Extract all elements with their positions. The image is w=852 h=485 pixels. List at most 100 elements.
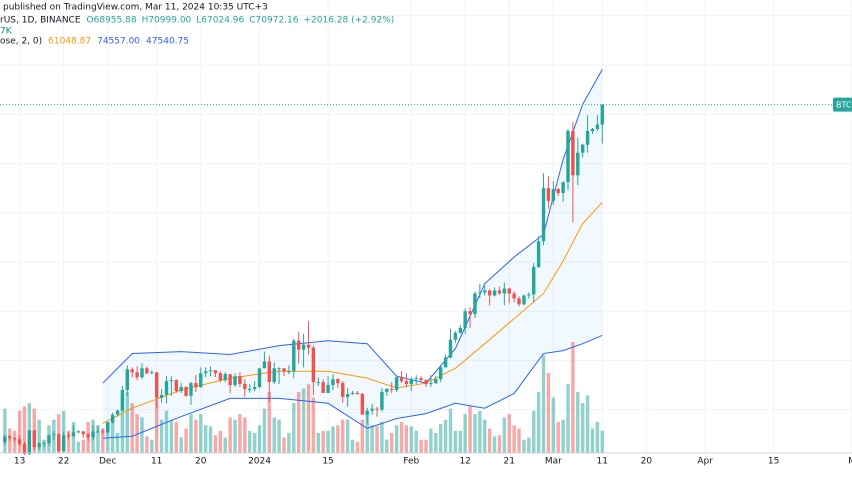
volume-bar — [125, 391, 130, 453]
candle-body — [287, 371, 291, 373]
candle-body — [52, 434, 56, 436]
volume-bar — [228, 417, 232, 453]
volume-bar — [27, 403, 32, 453]
volume-bar — [203, 425, 208, 453]
volume-bar — [404, 425, 409, 453]
candle-body — [556, 189, 560, 194]
volume-bar — [164, 410, 169, 453]
candle-body — [483, 290, 487, 293]
volume-bar — [316, 433, 320, 453]
candle-body — [385, 388, 389, 392]
candle-body — [473, 293, 477, 315]
indicator-value: 74557.00 — [97, 37, 140, 47]
candle-body — [561, 182, 565, 194]
candle-body — [576, 152, 580, 176]
candle-body — [487, 290, 492, 296]
candle-body — [585, 130, 590, 145]
x-tick-label: 11 — [597, 457, 608, 467]
x-tick-label: M — [848, 457, 852, 467]
candle-body — [551, 189, 556, 201]
x-tick-label: Dec — [99, 457, 116, 467]
candle-body — [566, 130, 570, 183]
candle-body — [22, 444, 27, 454]
volume-bar — [409, 426, 414, 453]
volume-bar — [443, 419, 448, 453]
candle-body — [419, 378, 423, 381]
volume-bar — [468, 406, 472, 453]
candle-body — [443, 357, 448, 368]
price-label-box — [833, 97, 852, 112]
candle-body — [150, 372, 154, 374]
candle-body — [453, 332, 458, 340]
volume-bar — [208, 426, 213, 453]
x-tick-label: Apr — [697, 457, 713, 467]
volume-bar — [551, 397, 556, 453]
ohlc-value: O68955.88 — [87, 16, 137, 26]
volume-bar — [380, 421, 384, 453]
volume-bar — [517, 428, 521, 453]
volume-bar — [424, 439, 428, 453]
volume-bar — [580, 403, 585, 453]
candle-body — [262, 361, 267, 369]
candle-body — [8, 436, 12, 439]
volume-bar — [81, 439, 85, 453]
candle-body — [189, 383, 193, 396]
volume-bar — [399, 421, 404, 453]
candle-body — [600, 104, 604, 125]
candle-body — [238, 376, 242, 385]
candle-body — [164, 381, 169, 395]
volume-bar — [390, 433, 394, 453]
x-tick-label: 15 — [768, 457, 779, 467]
candle-body — [380, 391, 384, 410]
candle-body — [301, 344, 306, 350]
x-tick-label: 20 — [195, 457, 207, 467]
candle-body — [390, 388, 394, 390]
indicator-label: ose, 2, 0) — [0, 37, 42, 47]
price-label: BTCUSD — [836, 101, 852, 110]
volume-bar — [507, 414, 511, 453]
volume-bar — [341, 419, 345, 453]
candle-body — [468, 311, 472, 315]
candle-body — [208, 370, 213, 372]
volume-bar — [483, 419, 487, 453]
volume-bar — [522, 439, 526, 453]
candle-body — [394, 377, 399, 390]
x-tick-label: 2024 — [248, 457, 271, 467]
x-tick-label: 11 — [151, 457, 162, 467]
candle-body — [424, 380, 428, 385]
candle-body — [375, 408, 379, 410]
volume-bar — [546, 373, 551, 453]
volume-bar — [434, 433, 438, 453]
candle-body — [76, 431, 81, 433]
candle-body — [336, 379, 340, 384]
volume-bar — [159, 419, 164, 453]
volume-bar — [566, 384, 570, 453]
candle-body — [522, 295, 526, 305]
candle-body — [536, 241, 541, 267]
volume-bar — [169, 419, 174, 453]
volume-bar — [179, 437, 183, 453]
candle-body — [218, 373, 223, 381]
candle-body — [257, 368, 262, 388]
candle-body — [37, 443, 41, 448]
x-tick-label: 13 — [14, 457, 25, 467]
ohlc-value: C70972.16 — [249, 16, 299, 26]
candle-body — [203, 371, 208, 374]
symbol: rUS, 1D, BINANCE — [0, 16, 81, 26]
volume-bar — [233, 419, 237, 453]
candle-body — [169, 380, 174, 382]
candle-body — [316, 382, 320, 384]
volume-bar — [120, 397, 125, 453]
candle-body — [497, 290, 502, 294]
candle-body — [27, 430, 32, 454]
candle-body — [399, 377, 404, 382]
candle-body — [448, 339, 453, 358]
candle-body — [326, 385, 330, 393]
candle-body — [57, 434, 61, 452]
candle-body — [12, 438, 17, 440]
candle-body — [32, 430, 36, 448]
candle-body — [409, 379, 414, 385]
candle-body — [71, 432, 76, 437]
volume-bar — [360, 419, 365, 453]
volume-bar — [301, 388, 306, 453]
